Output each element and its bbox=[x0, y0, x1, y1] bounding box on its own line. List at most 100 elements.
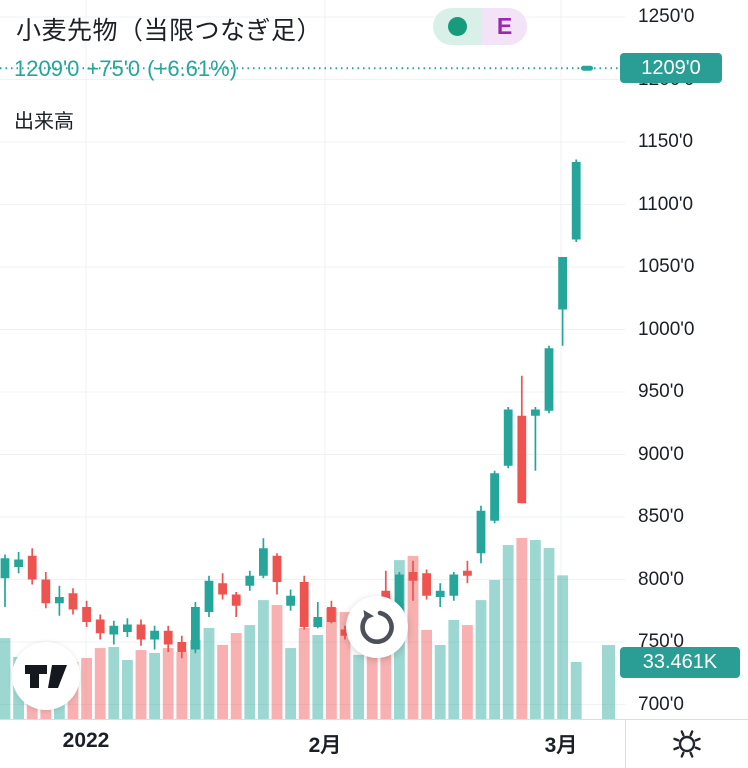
price-tick-label: 1250'0 bbox=[638, 6, 695, 27]
volume-bar bbox=[271, 604, 283, 719]
price-axis[interactable]: 700'0 750'0 800'0 850'0 900'0 950'0 1000'0 1050… bbox=[620, 0, 748, 719]
volume-bar bbox=[230, 633, 242, 719]
volume-bar bbox=[421, 629, 432, 719]
candle-body bbox=[231, 594, 241, 606]
volume-pane-label: 出来高 bbox=[14, 111, 74, 133]
candle-body bbox=[68, 593, 78, 610]
candle-body bbox=[95, 619, 105, 634]
volume-bar bbox=[434, 644, 446, 719]
candle-body bbox=[463, 570, 472, 576]
price-tick-label: 800'0 bbox=[638, 568, 684, 590]
candle-body bbox=[422, 573, 431, 596]
price-tick-label: 1100'0 bbox=[638, 193, 694, 215]
symbol-dot-icon bbox=[448, 17, 467, 36]
candle-body bbox=[286, 595, 295, 606]
volume-bar bbox=[149, 652, 160, 719]
price-tick-label: 1000'0 bbox=[638, 318, 695, 340]
volume-bar bbox=[502, 545, 514, 719]
candle-body bbox=[408, 572, 418, 581]
volume-bar bbox=[543, 547, 555, 719]
candle-body bbox=[218, 583, 227, 595]
price-tick-label: 900'0 bbox=[638, 443, 684, 465]
volume-bar bbox=[108, 646, 120, 719]
candle-body bbox=[150, 630, 159, 640]
current-volume-bar bbox=[602, 645, 615, 719]
gear-tooth bbox=[689, 751, 694, 758]
candle-body bbox=[245, 575, 255, 586]
volume-bar bbox=[312, 635, 324, 719]
time-tick-label: 3月 bbox=[544, 734, 578, 757]
volume-bar bbox=[162, 648, 174, 719]
price-tick-label: 750'0 bbox=[638, 631, 684, 652]
candle-body bbox=[55, 597, 64, 604]
candle-body bbox=[531, 409, 540, 416]
candle-body bbox=[503, 409, 513, 466]
candle-body bbox=[109, 625, 119, 635]
volume-bar bbox=[326, 608, 337, 719]
price-change: +75'0 bbox=[86, 56, 141, 81]
volume-bar bbox=[190, 640, 201, 719]
volume-bar bbox=[285, 648, 296, 719]
candle-body bbox=[0, 558, 10, 579]
candle-body bbox=[571, 162, 581, 240]
price-tick-label: 850'0 bbox=[638, 506, 684, 527]
gear-tooth bbox=[673, 746, 680, 751]
volume-bar bbox=[122, 659, 133, 719]
volume-bar bbox=[217, 644, 228, 719]
gear-tooth bbox=[694, 746, 701, 751]
axis-settings-corner[interactable] bbox=[626, 720, 748, 768]
gear-tooth bbox=[689, 730, 694, 737]
symbol-dot-segment[interactable] bbox=[433, 8, 482, 45]
candle-body bbox=[27, 555, 37, 580]
symbol-toggle[interactable]: E bbox=[433, 8, 527, 45]
gear-icon[interactable] bbox=[669, 726, 705, 762]
volume-bar bbox=[81, 658, 92, 719]
volume-bar bbox=[135, 650, 147, 719]
volume-bar bbox=[407, 555, 419, 719]
volume-bar bbox=[462, 625, 473, 719]
candle-body bbox=[340, 629, 350, 636]
candle-body bbox=[517, 415, 527, 504]
volume-bar bbox=[244, 625, 256, 719]
candle-body bbox=[313, 617, 323, 627]
volume-bar bbox=[298, 627, 310, 719]
candle-body bbox=[449, 574, 459, 596]
last-price-value: 1209'0 bbox=[14, 56, 80, 81]
candle-body bbox=[327, 607, 336, 622]
volume-bar bbox=[0, 638, 11, 719]
last-price-line: 1209'0 +75'0 (+6.61%) bbox=[14, 56, 244, 82]
time-tick-label: 2月 bbox=[308, 734, 342, 757]
page-title: 小麦先物（当限つなぎ足） bbox=[16, 17, 323, 45]
candle-body bbox=[490, 473, 499, 521]
candle-body bbox=[259, 548, 268, 576]
candle-body bbox=[544, 348, 554, 411]
candle-body bbox=[14, 559, 23, 567]
volume-bar bbox=[380, 597, 392, 719]
candle-body bbox=[558, 257, 567, 310]
gear-tooth bbox=[680, 751, 685, 758]
volume-bar bbox=[530, 539, 541, 719]
volume-bar bbox=[258, 600, 269, 719]
volume-bar bbox=[489, 579, 500, 719]
gear-tooth bbox=[673, 737, 680, 742]
time-tick-label: 2022 bbox=[62, 729, 110, 752]
candle-body bbox=[177, 642, 187, 652]
candle-body bbox=[82, 607, 91, 622]
candle-body bbox=[123, 624, 132, 632]
volume-bar bbox=[339, 612, 351, 719]
volume-bar bbox=[94, 648, 106, 719]
candle-body bbox=[476, 510, 486, 554]
tradingview-logo[interactable] bbox=[12, 642, 80, 710]
exchange-badge[interactable]: E bbox=[482, 8, 527, 45]
volume-badge: 33.461K bbox=[620, 647, 740, 678]
volume-bar bbox=[366, 644, 378, 719]
current-price-marker bbox=[581, 65, 593, 71]
refresh-button[interactable] bbox=[346, 596, 408, 658]
time-axis[interactable]: 2022 2月 3月 bbox=[0, 720, 625, 768]
volume-bar bbox=[557, 575, 568, 719]
price-tick-label: 1150'0 bbox=[638, 131, 694, 152]
volume-bar bbox=[448, 619, 460, 719]
price-change-percent: (+6.61%) bbox=[147, 56, 238, 81]
candle-body bbox=[272, 555, 282, 582]
